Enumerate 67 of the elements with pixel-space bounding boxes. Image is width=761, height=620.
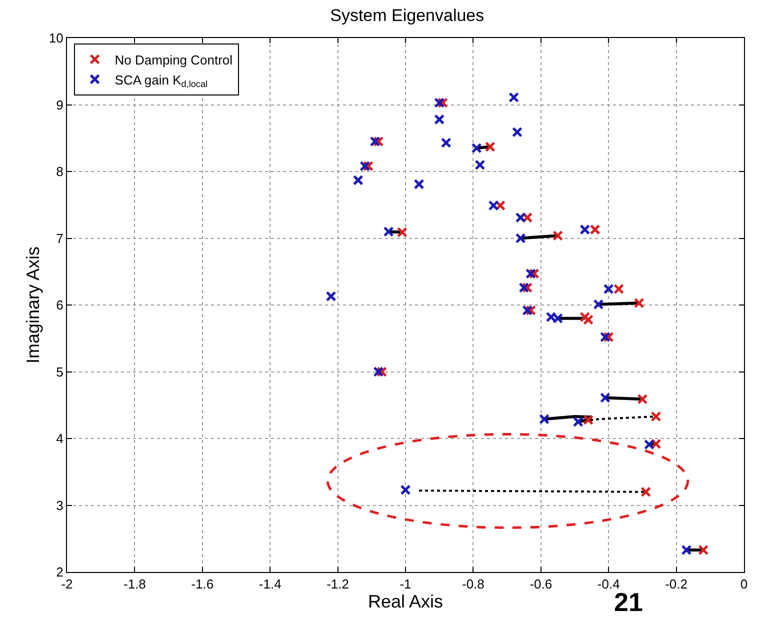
point: [681, 544, 692, 556]
point: [650, 411, 662, 422]
point: [583, 314, 594, 325]
point: [400, 484, 411, 496]
point: [634, 298, 644, 308]
point: [637, 394, 648, 404]
point: [614, 284, 624, 294]
point: [590, 224, 600, 235]
point: [515, 212, 526, 223]
point: [508, 92, 520, 103]
x-tick-label: -0.2: [665, 576, 688, 592]
x-tick-label: -1.2: [326, 576, 350, 592]
point: [434, 98, 445, 108]
point: [474, 160, 486, 170]
y-tick-label: 3: [56, 498, 64, 513]
point: [326, 291, 336, 302]
point: [603, 284, 614, 294]
point: [518, 282, 530, 293]
x-axis-title: Real Axis: [368, 592, 444, 612]
point: [373, 366, 384, 377]
x-tick-label: -0.8: [462, 576, 484, 592]
point: [360, 160, 370, 172]
point: [526, 268, 536, 279]
x-tick-label: -2: [61, 576, 73, 592]
point: [640, 486, 652, 498]
point: [583, 414, 594, 426]
point: [698, 544, 709, 556]
point: [539, 414, 550, 424]
point: [600, 392, 610, 404]
point: [572, 416, 584, 428]
point: [396, 226, 408, 238]
point: [522, 305, 533, 316]
legend-label: No Damping Control: [114, 52, 233, 68]
point: [552, 230, 564, 241]
y-tick-label: 9: [56, 97, 64, 112]
chart-title: System Eigenvalues: [330, 6, 484, 26]
point: [383, 226, 394, 237]
y-tick-label: 7: [56, 230, 64, 246]
point: [484, 142, 496, 152]
point: [434, 114, 445, 125]
y-tick-label: 8: [56, 164, 64, 180]
y-tick-label: 10: [48, 30, 64, 46]
point: [600, 332, 610, 342]
point: [512, 126, 522, 138]
x-tick-label: -1.8: [123, 576, 146, 592]
y-tick-label: 2: [56, 564, 64, 580]
x-tick-label: -0.6: [530, 576, 552, 592]
point: [352, 174, 364, 186]
y-tick-label: 6: [56, 298, 64, 313]
point: [644, 439, 654, 450]
y-tick-label: 5: [56, 364, 64, 380]
x-tick-label: -1: [400, 576, 412, 592]
point: [471, 142, 482, 154]
point: [488, 200, 499, 211]
x-tick-label: 0: [740, 576, 748, 592]
point: [370, 136, 380, 147]
point: [593, 299, 604, 310]
point: [515, 233, 526, 244]
point: [440, 138, 452, 148]
y-tick-label: 4: [56, 431, 64, 446]
x-tick-label: -1.4: [258, 576, 282, 592]
x-tick-label: -1.6: [191, 576, 214, 592]
point: [414, 178, 424, 190]
y-axis-title: Imaginary Axis: [23, 246, 44, 364]
legend-label: SCA gain K$_{d,local}$: [114, 72, 208, 89]
point: [580, 224, 590, 235]
point: [580, 312, 590, 322]
